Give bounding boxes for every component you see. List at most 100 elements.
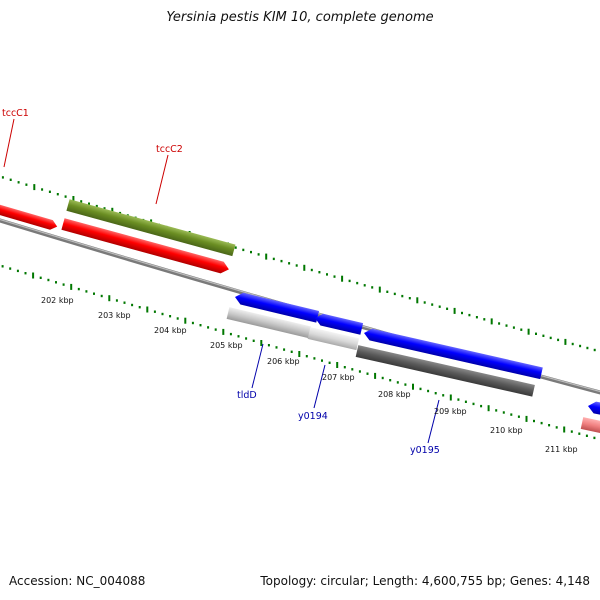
- gene-tldD-feature[interactable]: [226, 307, 312, 339]
- minor-tick: [234, 246, 237, 249]
- minor-tick: [62, 283, 65, 286]
- minor-tick: [571, 342, 574, 346]
- gene-y0195-cds[interactable]: [363, 327, 543, 380]
- major-tick: [490, 318, 493, 325]
- minor-tick: [252, 339, 255, 342]
- minor-tick: [366, 372, 369, 375]
- minor-tick: [389, 379, 392, 382]
- minor-tick: [88, 202, 90, 205]
- minor-tick: [495, 409, 498, 412]
- minor-tick: [408, 297, 411, 300]
- minor-tick: [199, 324, 202, 327]
- minor-tick: [295, 264, 298, 267]
- minor-tick: [502, 411, 505, 414]
- minor-tick: [275, 346, 278, 349]
- minor-tick: [483, 318, 486, 321]
- minor-tick: [176, 317, 179, 320]
- gene-tccC2-cds[interactable]: [61, 218, 230, 275]
- major-tick: [374, 372, 377, 379]
- minor-tick: [25, 183, 28, 186]
- minor-tick: [427, 389, 430, 393]
- gene-tccC1-feature[interactable]: [0, 202, 59, 231]
- inner-tick-row: [1, 265, 596, 440]
- gene-label-tccC1[interactable]: tccC1: [2, 108, 29, 119]
- minor-tick: [512, 326, 515, 329]
- kbp-label: 205 kbp: [210, 341, 243, 350]
- minor-tick: [468, 313, 471, 317]
- minor-tick: [423, 301, 426, 304]
- major-tick: [336, 362, 339, 368]
- minor-tick: [386, 290, 389, 293]
- minor-tick: [540, 421, 543, 425]
- leader-y0195: [427, 399, 440, 444]
- major-tick: [70, 283, 73, 290]
- leader-tccC2: [155, 154, 169, 205]
- minor-tick: [161, 312, 164, 316]
- minor-tick: [85, 290, 88, 293]
- minor-tick: [363, 284, 366, 287]
- minor-tick: [47, 278, 50, 282]
- minor-tick: [586, 346, 589, 350]
- major-tick: [222, 328, 225, 335]
- minor-tick: [356, 281, 359, 285]
- minor-tick: [93, 292, 95, 295]
- minor-tick: [214, 328, 217, 331]
- minor-tick: [557, 338, 560, 342]
- gene-y0194-feature[interactable]: [307, 327, 360, 351]
- gene-tldD-cds[interactable]: [234, 291, 320, 323]
- minor-tick: [1, 176, 4, 179]
- minor-tick: [56, 193, 59, 196]
- minor-tick: [498, 322, 501, 325]
- minor-tick: [542, 334, 545, 337]
- minor-tick: [290, 350, 293, 353]
- minor-tick: [280, 259, 283, 263]
- gene-label-y0195[interactable]: y0195: [410, 445, 440, 456]
- gene-y0194-cds[interactable]: [314, 312, 364, 335]
- minor-tick: [419, 387, 422, 391]
- minor-tick: [593, 436, 596, 440]
- minor-tick: [310, 268, 313, 272]
- minor-tick: [401, 294, 404, 298]
- gene-tccC2-feature[interactable]: [66, 199, 236, 257]
- minor-tick: [431, 303, 434, 306]
- major-tick: [487, 405, 490, 412]
- minor-tick: [9, 178, 12, 181]
- gene-partial-pink[interactable]: [580, 417, 600, 436]
- accession-text: Accession: NC_004088: [9, 574, 146, 588]
- minor-tick: [404, 383, 407, 386]
- minor-tick: [64, 195, 67, 198]
- minor-tick: [579, 344, 582, 348]
- minor-tick: [9, 267, 12, 270]
- minor-tick: [288, 262, 291, 265]
- gene-label-y0194[interactable]: y0194: [298, 411, 328, 422]
- minor-tick: [570, 430, 573, 433]
- major-tick: [303, 264, 306, 271]
- kbp-label: 206 kbp: [267, 357, 300, 366]
- major-tick: [563, 426, 566, 433]
- minor-tick: [328, 361, 331, 364]
- minor-tick: [169, 315, 172, 318]
- major-tick: [453, 307, 456, 314]
- minor-tick: [475, 316, 478, 319]
- minor-tick: [207, 326, 210, 329]
- gene-y0195-feature[interactable]: [355, 345, 535, 397]
- minor-tick: [24, 272, 27, 275]
- major-tick: [265, 253, 268, 260]
- gene-partial-blue[interactable]: [587, 400, 600, 419]
- minor-tick: [191, 321, 194, 325]
- minor-tick: [250, 250, 252, 254]
- minor-tick: [55, 281, 57, 284]
- gene-label-tldD[interactable]: tldD: [237, 390, 257, 401]
- major-tick: [341, 275, 344, 282]
- minor-tick: [442, 394, 445, 397]
- major-tick: [184, 317, 187, 324]
- major-tick: [525, 415, 528, 422]
- minor-tick: [548, 424, 551, 427]
- minor-tick: [464, 400, 467, 403]
- gene-label-tccC2[interactable]: tccC2: [156, 144, 183, 155]
- minor-tick: [371, 286, 374, 289]
- minor-tick: [245, 337, 248, 340]
- minor-tick: [585, 434, 588, 437]
- kbp-label: 204 kbp: [154, 326, 187, 335]
- minor-tick: [510, 413, 513, 416]
